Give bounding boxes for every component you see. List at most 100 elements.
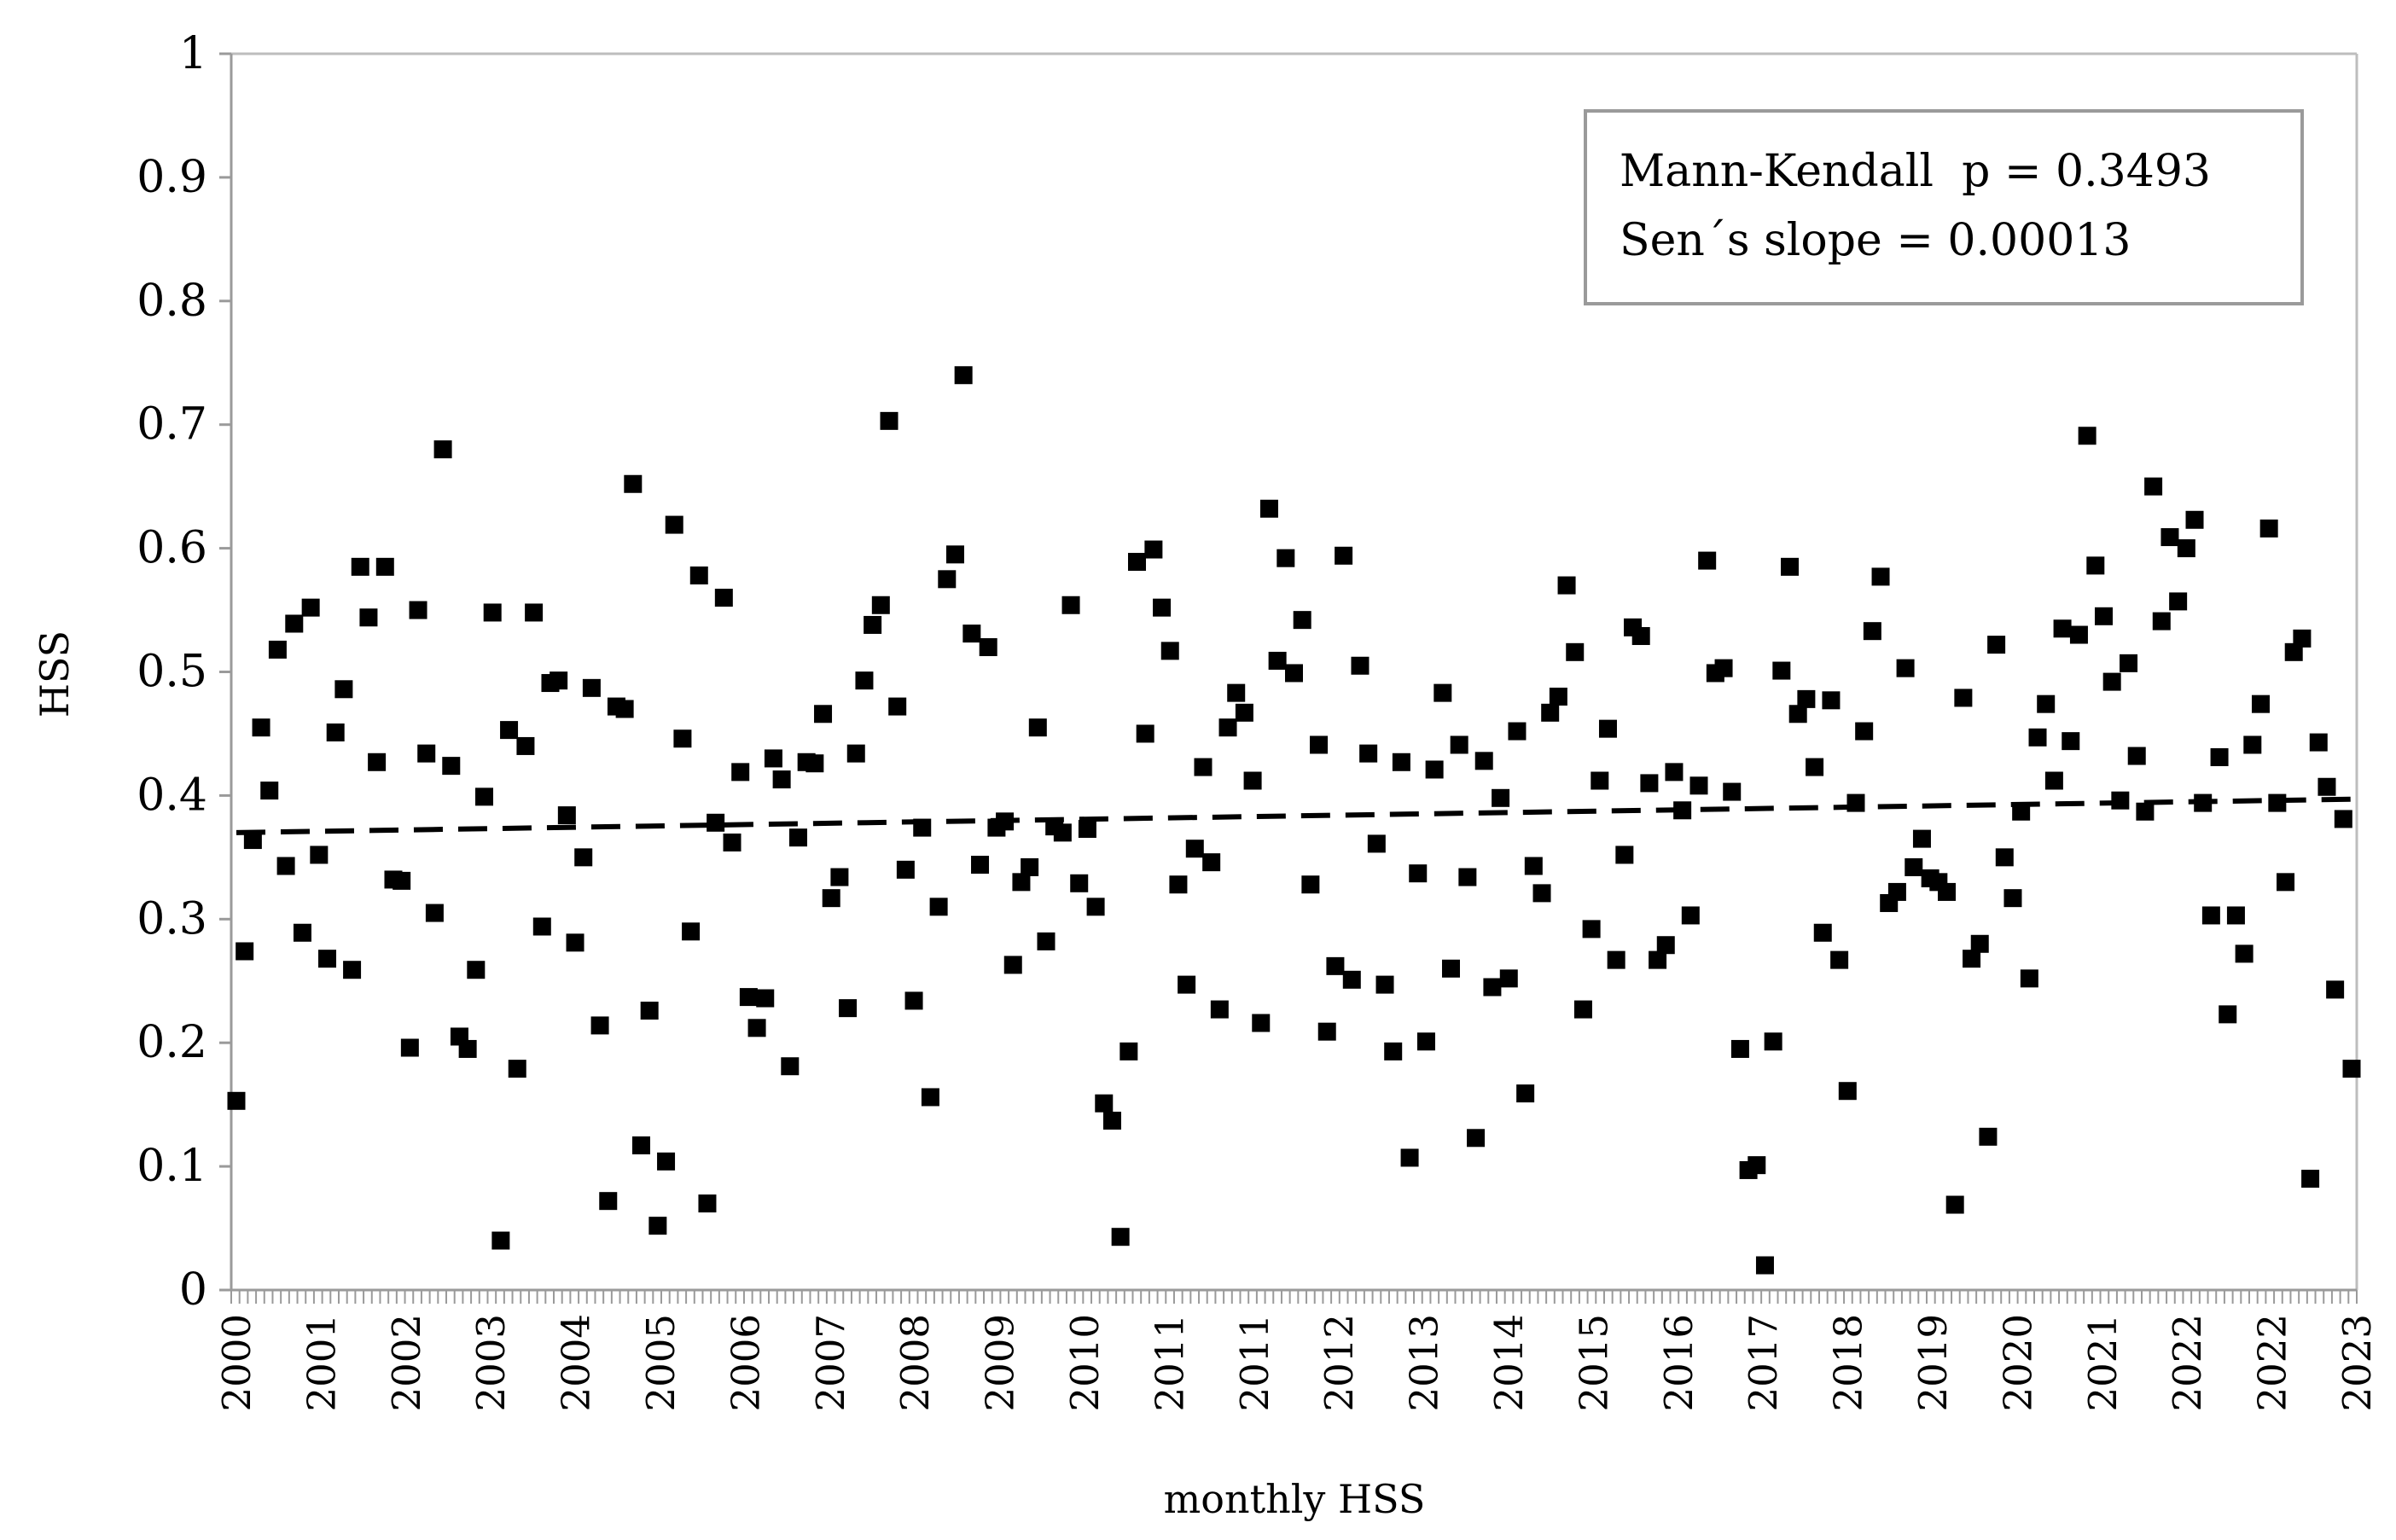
data-point	[2053, 619, 2072, 638]
data-point	[2293, 629, 2312, 648]
data-point	[582, 678, 601, 697]
data-point	[1714, 659, 1733, 677]
x-tick-label: 2021	[2080, 1314, 2126, 1412]
data-point	[1938, 882, 1957, 901]
y-tick-label: 0.3	[137, 893, 207, 944]
data-point	[550, 671, 568, 690]
trend-line	[236, 796, 2352, 835]
data-point	[1235, 703, 1253, 722]
data-point	[1111, 1228, 1130, 1247]
data-point	[781, 1057, 800, 1076]
data-point	[1178, 975, 1196, 994]
data-point	[1640, 774, 1659, 793]
data-point	[1698, 551, 1717, 570]
x-tick-label: 2013	[1402, 1314, 1447, 1412]
y-tick-label: 0.4	[137, 770, 207, 821]
x-axis-label: monthly HSS	[1164, 1476, 1426, 1522]
data-point	[1119, 1042, 1138, 1061]
data-point	[375, 557, 394, 576]
data-point	[1979, 1127, 1998, 1146]
data-point	[971, 856, 990, 875]
data-point	[2144, 477, 2163, 496]
data-point	[236, 942, 254, 961]
x-tick-label: 2023	[2335, 1314, 2380, 1412]
x-tick-label: 2003	[468, 1314, 514, 1412]
data-point	[1021, 857, 1039, 876]
data-point	[1153, 598, 1172, 617]
data-point	[2326, 980, 2345, 999]
data-point	[1384, 1042, 1403, 1061]
data-point	[2120, 654, 2138, 672]
x-tick-label: 2005	[638, 1314, 683, 1412]
data-points	[227, 366, 2361, 1275]
data-point	[2301, 1170, 2320, 1188]
data-point	[723, 833, 741, 851]
x-tick-label: 2011	[1147, 1314, 1192, 1412]
data-point	[962, 625, 981, 643]
data-point	[1102, 1111, 1121, 1130]
x-tick-label: 2004	[554, 1314, 599, 1412]
data-point	[400, 1038, 419, 1057]
data-point	[1813, 923, 1832, 942]
data-point	[1689, 776, 1708, 795]
data-point	[2342, 1060, 2361, 1078]
y-tick-label: 0.1	[137, 1141, 207, 1192]
data-point	[1954, 689, 1973, 707]
data-point	[557, 806, 576, 825]
data-point	[1441, 959, 1460, 978]
data-point	[1458, 868, 1477, 886]
data-point	[707, 813, 725, 832]
data-point	[2136, 802, 2155, 821]
data-point	[615, 700, 634, 718]
data-point	[276, 857, 295, 875]
data-point	[747, 1019, 766, 1037]
data-point	[624, 474, 643, 493]
data-point	[1268, 651, 1287, 670]
data-point	[508, 1060, 526, 1078]
data-point	[2210, 747, 2229, 766]
data-point	[2094, 607, 2113, 625]
data-point	[689, 566, 708, 584]
x-tick-label: 2017	[1741, 1314, 1786, 1412]
data-point	[830, 868, 849, 886]
data-point	[2012, 802, 2031, 821]
data-point	[252, 718, 270, 737]
data-point	[2044, 771, 2063, 790]
data-point	[772, 770, 791, 789]
data-point	[822, 889, 840, 908]
y-tick-label: 0.7	[137, 399, 207, 450]
x-tick-label: 2010	[1062, 1314, 1108, 1412]
data-point	[764, 749, 782, 768]
data-point	[2102, 672, 2121, 691]
data-point	[293, 923, 311, 942]
data-point	[1301, 875, 1320, 894]
data-point	[788, 828, 807, 847]
data-point	[648, 1217, 667, 1235]
data-point	[1730, 1039, 1749, 1058]
data-point	[1003, 956, 1022, 974]
data-point	[2020, 969, 2038, 988]
data-point	[2086, 556, 2105, 575]
data-point	[1070, 874, 1089, 892]
data-point	[310, 846, 329, 864]
data-point	[2334, 810, 2352, 828]
data-point	[1748, 1156, 1766, 1175]
data-point	[1434, 683, 1452, 702]
data-point	[1467, 1129, 1486, 1148]
data-point	[1541, 703, 1560, 722]
data-point	[2251, 694, 2270, 713]
data-point	[1871, 567, 1890, 586]
data-point	[657, 1152, 676, 1171]
data-point	[301, 598, 320, 617]
data-point	[1830, 950, 1849, 969]
data-point	[1285, 664, 1303, 683]
data-point	[368, 753, 387, 771]
data-point	[2235, 944, 2254, 963]
data-point	[343, 961, 362, 979]
data-point	[1905, 857, 1923, 876]
data-point	[1582, 920, 1601, 939]
y-tick-label: 0.6	[137, 523, 207, 574]
data-point	[458, 1039, 477, 1058]
data-point	[409, 601, 427, 619]
